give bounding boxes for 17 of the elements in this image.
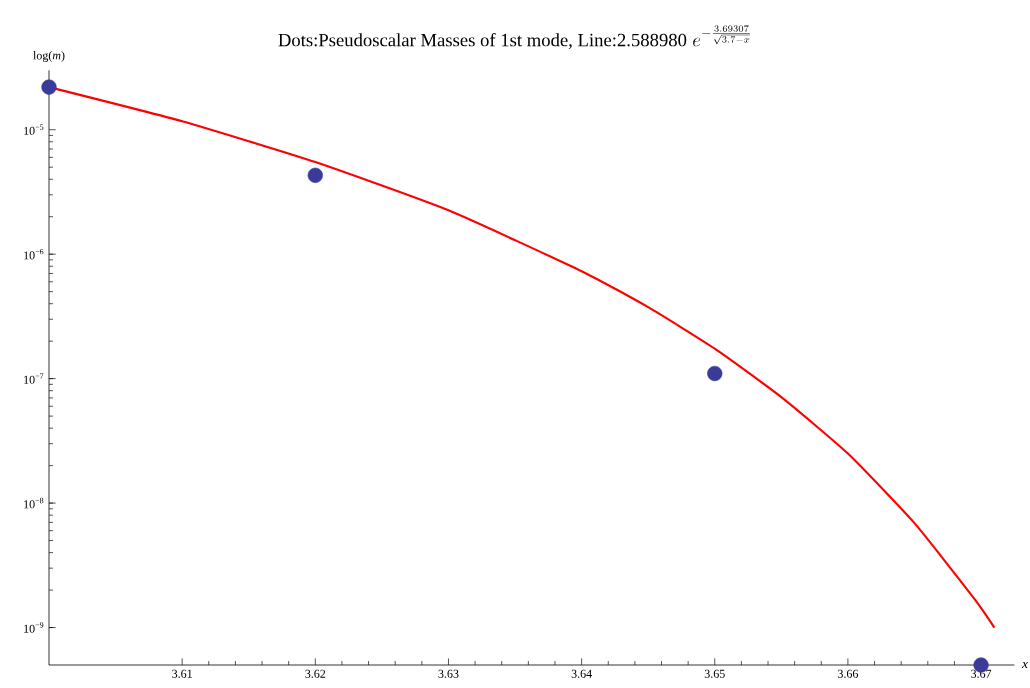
x-tick-label: 3.63 <box>438 669 459 678</box>
x-axis-title: x <box>1021 661 1028 669</box>
y-tick-label: 10$^{−8}$ <box>24 497 44 509</box>
chart-title: $\mbox{Dots:Pseudoscalar Masses of 1st mode, Line:2.588980} \; e^{-\frac{3.69307}{\sqrt{3.7-x}}}$ <box>278 25 750 50</box>
x-tick-label: 3.66 <box>837 669 859 678</box>
y-tick-label: 10$^{−5}$ <box>24 124 44 135</box>
point <box>307 167 323 183</box>
x-tick-label: 3.64 <box>571 669 592 678</box>
y-tick-label: 10$^{−7}$ <box>24 373 44 384</box>
x-tick-label: 3.65 <box>704 669 725 678</box>
x-tick-label: 3.61 <box>172 669 192 678</box>
point <box>707 365 723 382</box>
x-tick-label: 3.62 <box>305 669 326 678</box>
y-tick-label: 10$^{−9}$ <box>24 622 44 633</box>
y-tick-label: 10$^{−6}$ <box>24 248 44 260</box>
y-axis-title: log(m) <box>33 51 65 62</box>
point <box>41 79 57 95</box>
